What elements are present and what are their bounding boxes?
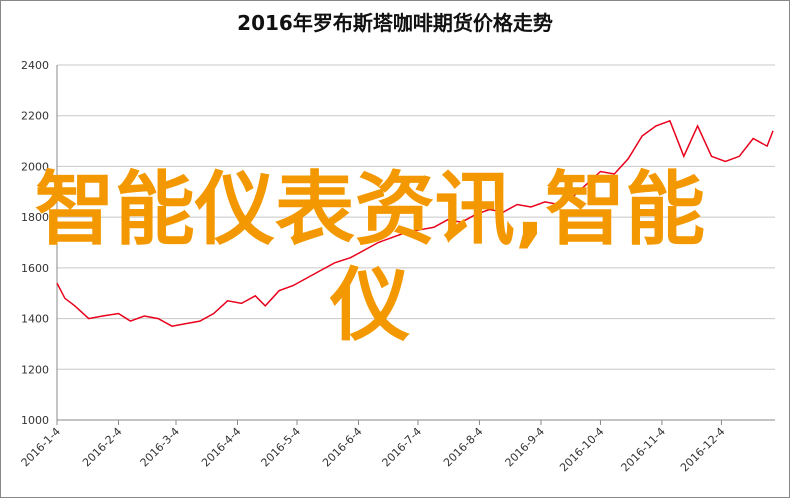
y-tick-label: 1800 bbox=[21, 211, 49, 224]
y-tick-label: 2000 bbox=[21, 160, 49, 173]
y-tick-label: 1200 bbox=[21, 363, 49, 376]
price-line bbox=[56, 119, 774, 327]
y-tick-label: 1000 bbox=[21, 414, 49, 427]
chart-title: 2016年罗布斯塔咖啡期货价格走势 bbox=[237, 11, 553, 35]
y-tick-label: 2400 bbox=[21, 59, 49, 72]
y-tick-label: 2200 bbox=[21, 110, 49, 123]
y-tick-label: 1400 bbox=[21, 313, 49, 326]
y-tick-label: 1600 bbox=[21, 262, 49, 275]
